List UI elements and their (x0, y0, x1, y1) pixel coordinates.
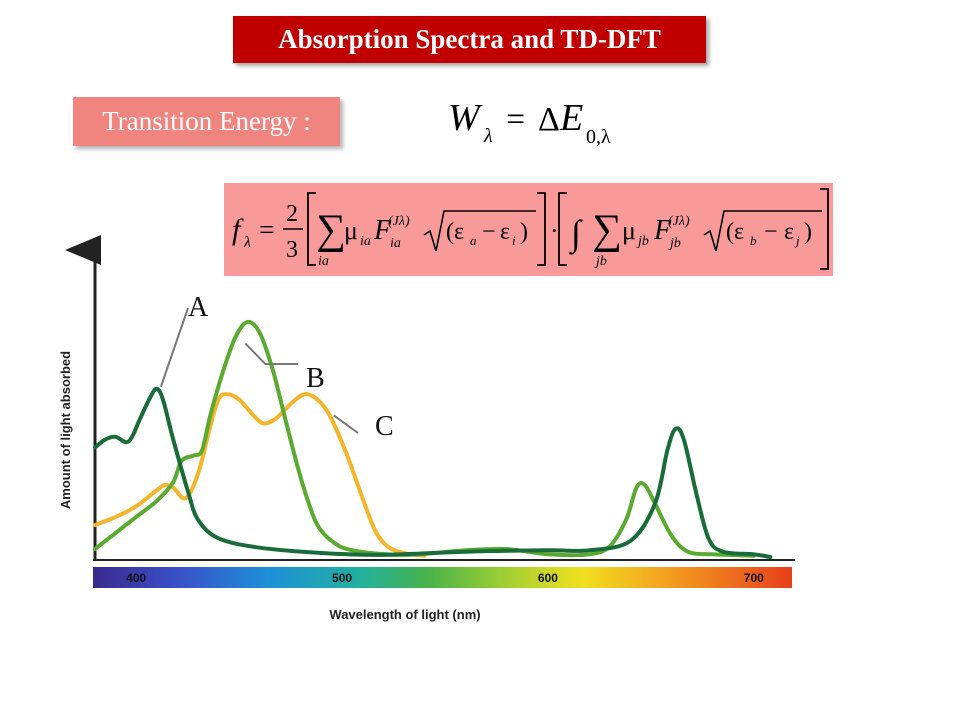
series-a-leader-line (159, 307, 189, 388)
series-a-label: A (188, 292, 209, 323)
x-tick-label: 400 (126, 571, 146, 585)
slide-title: Absorption Spectra and TD-DFT (278, 24, 661, 54)
svg-text:jb: jb (636, 234, 649, 249)
svg-text:ia: ia (318, 254, 329, 269)
svg-text:=: = (506, 101, 525, 138)
series-b-leader-line (244, 342, 298, 365)
svg-text:3: 3 (286, 237, 298, 263)
x-axis-title: Wavelength of light (nm) (329, 607, 480, 622)
svg-text:E: E (559, 97, 583, 139)
svg-text:ia: ia (360, 234, 371, 249)
svg-text:b: b (750, 233, 757, 248)
svg-text:∑: ∑ (592, 207, 622, 253)
transition-energy-label-box: Transition Energy : (73, 97, 340, 146)
svg-text:a: a (470, 233, 477, 248)
absorption-spectrum-chart: Wavelength of light (nm) Amount of light… (58, 235, 795, 622)
svg-text:μ: μ (344, 216, 358, 245)
y-axis-title: Amount of light absorbed (58, 351, 73, 509)
spectrum-bar (93, 567, 792, 588)
svg-text:∑: ∑ (316, 207, 346, 253)
svg-text:(Jλ): (Jλ) (668, 214, 690, 229)
series-b-line (93, 319, 756, 558)
svg-text:−: − (764, 219, 778, 245)
svg-text:0,λ: 0,λ (586, 126, 611, 148)
svg-text:(ε: (ε (446, 219, 464, 245)
svg-text:F: F (373, 215, 392, 246)
transition-energy-formula: W λ = Δ E 0,λ (448, 97, 611, 148)
x-tick-label: 500 (332, 571, 352, 585)
oscillator-strength-formula: f λ = 2 3 ∑ ia μ ia F ia (Jλ) (ε a − ε i… (232, 188, 829, 270)
series-b-label: B (306, 363, 325, 394)
svg-text:ia: ia (390, 236, 401, 251)
svg-text:jb: jb (668, 236, 681, 251)
svg-text:∫: ∫ (569, 213, 583, 255)
svg-text:μ: μ (622, 216, 636, 245)
transition-energy-label: Transition Energy : (102, 106, 311, 136)
oscillator-strength-formula-box: f λ = 2 3 ∑ ia μ ia F ia (Jλ) (ε a − ε i… (224, 183, 833, 276)
svg-text:2: 2 (286, 201, 298, 227)
series-c-leader-line (333, 414, 359, 434)
svg-text:Δ: Δ (538, 101, 560, 138)
svg-text:−: − (482, 219, 496, 245)
x-tick-label: 700 (744, 571, 764, 585)
svg-text:jb: jb (594, 254, 607, 269)
svg-text:): ) (520, 219, 528, 245)
svg-text:ε: ε (784, 219, 794, 245)
svg-text:(Jλ): (Jλ) (388, 214, 410, 229)
svg-text:): ) (804, 219, 812, 245)
svg-text:λ: λ (483, 125, 493, 147)
slide-title-box: Absorption Spectra and TD-DFT (233, 16, 706, 63)
svg-text:F: F (653, 215, 672, 246)
svg-text:i: i (512, 233, 516, 248)
series-a-line (93, 386, 773, 559)
series-c-label: C (375, 411, 394, 442)
svg-text:j: j (794, 233, 800, 248)
svg-text:ε: ε (500, 219, 510, 245)
svg-text:λ: λ (243, 234, 251, 251)
series-c-line (93, 392, 427, 558)
svg-text:=: = (259, 215, 275, 246)
svg-text:·: · (550, 216, 559, 245)
x-tick-label: 600 (538, 571, 558, 585)
svg-text:(ε: (ε (726, 219, 744, 245)
svg-text:W: W (448, 97, 483, 139)
